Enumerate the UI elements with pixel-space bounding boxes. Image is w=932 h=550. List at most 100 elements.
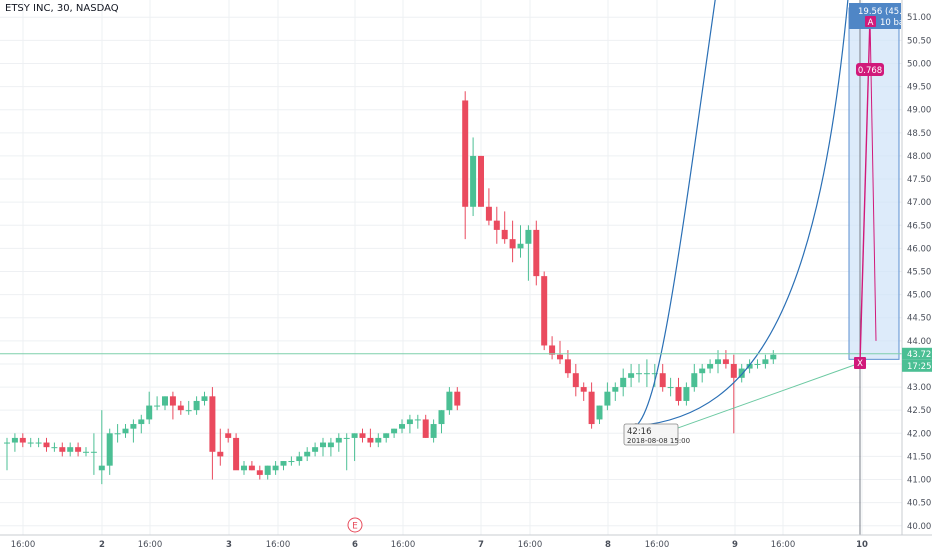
candle-body: [564, 359, 571, 374]
time-hour-label: 16:00: [266, 540, 291, 550]
candle-body: [501, 229, 508, 240]
time-hour-label: 16:00: [771, 540, 796, 550]
candle-body: [612, 387, 619, 392]
date-price-range-box[interactable]: [848, 7, 900, 360]
candle-body: [770, 354, 777, 360]
candle-body: [35, 442, 42, 444]
time-axis[interactable]: 16:00 2 16:00 3 16:00 6 16:00 7 16:00 8 16:00 9 16:0…: [0, 534, 932, 550]
candle-body: [580, 387, 587, 392]
price-tick-label: 49.00: [907, 106, 931, 116]
candle-body: [177, 405, 184, 411]
time-hour-label: 16:00: [645, 540, 670, 550]
candle-body: [636, 373, 642, 375]
time-day-label: 6: [352, 540, 358, 550]
candle-body: [241, 465, 247, 471]
price-tick-label: 46.50: [907, 221, 931, 231]
range-info-line1: 19.56 (45.0: [858, 7, 907, 17]
price-tick-label: 40.00: [907, 522, 931, 532]
candle-body: [288, 461, 295, 463]
candle-body: [4, 442, 10, 444]
last-price-tag: 43.72 17:25: [902, 347, 932, 372]
price-tick-label: 40.50: [907, 499, 931, 509]
time-axis-bg: [0, 535, 932, 550]
point-a-marker[interactable]: A: [865, 16, 876, 28]
candle-body: [391, 428, 398, 434]
candle-body: [414, 419, 421, 421]
price-tick-label: 41.50: [907, 452, 931, 462]
point-a-label: A: [868, 18, 874, 28]
time-hour-label: 16:00: [391, 540, 416, 550]
candle-body: [478, 155, 484, 207]
candle-body: [351, 433, 358, 438]
grid-lines: [0, 0, 902, 535]
candle-body: [272, 465, 279, 471]
candle-body: [683, 387, 690, 401]
candle-body: [691, 373, 698, 388]
candle-body: [185, 410, 192, 412]
time-day-label: 9: [732, 540, 738, 550]
candle-body: [406, 419, 413, 425]
point-x-label: X: [857, 359, 863, 369]
earnings-marker[interactable]: E: [347, 517, 363, 533]
candle-body: [98, 465, 105, 471]
candle-body: [454, 391, 461, 406]
time-day-label: 10: [856, 540, 868, 550]
candle-body: [169, 396, 176, 406]
candle-body: [296, 456, 303, 462]
candle-body: [122, 428, 129, 434]
price-tick-label: 47.50: [907, 175, 931, 185]
parabolic-curve-left[interactable]: [635, 0, 716, 427]
price-tick-label: 46.00: [907, 244, 931, 254]
candle-body: [754, 363, 761, 365]
ratio-value: 0.768: [858, 66, 882, 76]
candle-body: [75, 447, 82, 452]
candle-body: [304, 451, 311, 457]
candle-body: [130, 424, 137, 429]
ratio-badge[interactable]: 0.768: [856, 63, 884, 76]
candle-body: [746, 363, 753, 369]
candle-body: [470, 155, 477, 207]
candle-body: [217, 451, 224, 457]
candlestick-series: [4, 91, 777, 485]
candle-body: [446, 391, 453, 411]
candle-body: [375, 437, 382, 443]
low-point-callout[interactable]: 42:16 2018-08-08 15:00: [623, 423, 690, 446]
candle-body: [67, 447, 74, 452]
candle-body: [430, 424, 437, 438]
candle-body: [209, 396, 216, 452]
price-tick-label: 42.50: [907, 406, 931, 416]
candle-body: [264, 465, 271, 475]
range-info-label[interactable]: 19.56 (45.0 10 ba: [849, 3, 907, 29]
candle-body: [90, 451, 97, 453]
price-tick-label: 48.50: [907, 129, 931, 139]
point-x-marker[interactable]: X: [854, 357, 866, 370]
candle-body: [596, 405, 603, 420]
candle-body: [738, 368, 745, 378]
candle-body: [233, 437, 240, 471]
candle-body: [707, 363, 714, 369]
candle-body: [517, 243, 524, 249]
candle-body: [667, 387, 674, 389]
candle-body: [51, 447, 58, 449]
candle-body: [312, 447, 319, 452]
price-axis[interactable]: 51.00 50.50 50.00 49.50 49.00 48.50 48.00 47.50…: [901, 0, 932, 535]
candle-body: [343, 437, 350, 439]
candle-body: [525, 229, 532, 244]
candle-body: [699, 368, 706, 374]
price-tick-label: 50.50: [907, 36, 931, 46]
candle-body: [572, 373, 579, 388]
low-date-text: 2018-08-08 15:00: [627, 437, 690, 445]
price-tick-label: 42.00: [907, 429, 931, 439]
countdown-value: 17:25: [907, 362, 932, 372]
trend-line[interactable]: [649, 362, 861, 439]
candle-body: [485, 206, 492, 221]
candle-body: [588, 391, 595, 425]
earnings-icon: [347, 517, 363, 533]
candle-body: [19, 437, 26, 443]
candle-body: [256, 470, 263, 475]
parabolic-curve-right[interactable]: [635, 0, 849, 427]
candle-body: [383, 433, 390, 438]
time-hour-label: 16:00: [518, 540, 543, 550]
